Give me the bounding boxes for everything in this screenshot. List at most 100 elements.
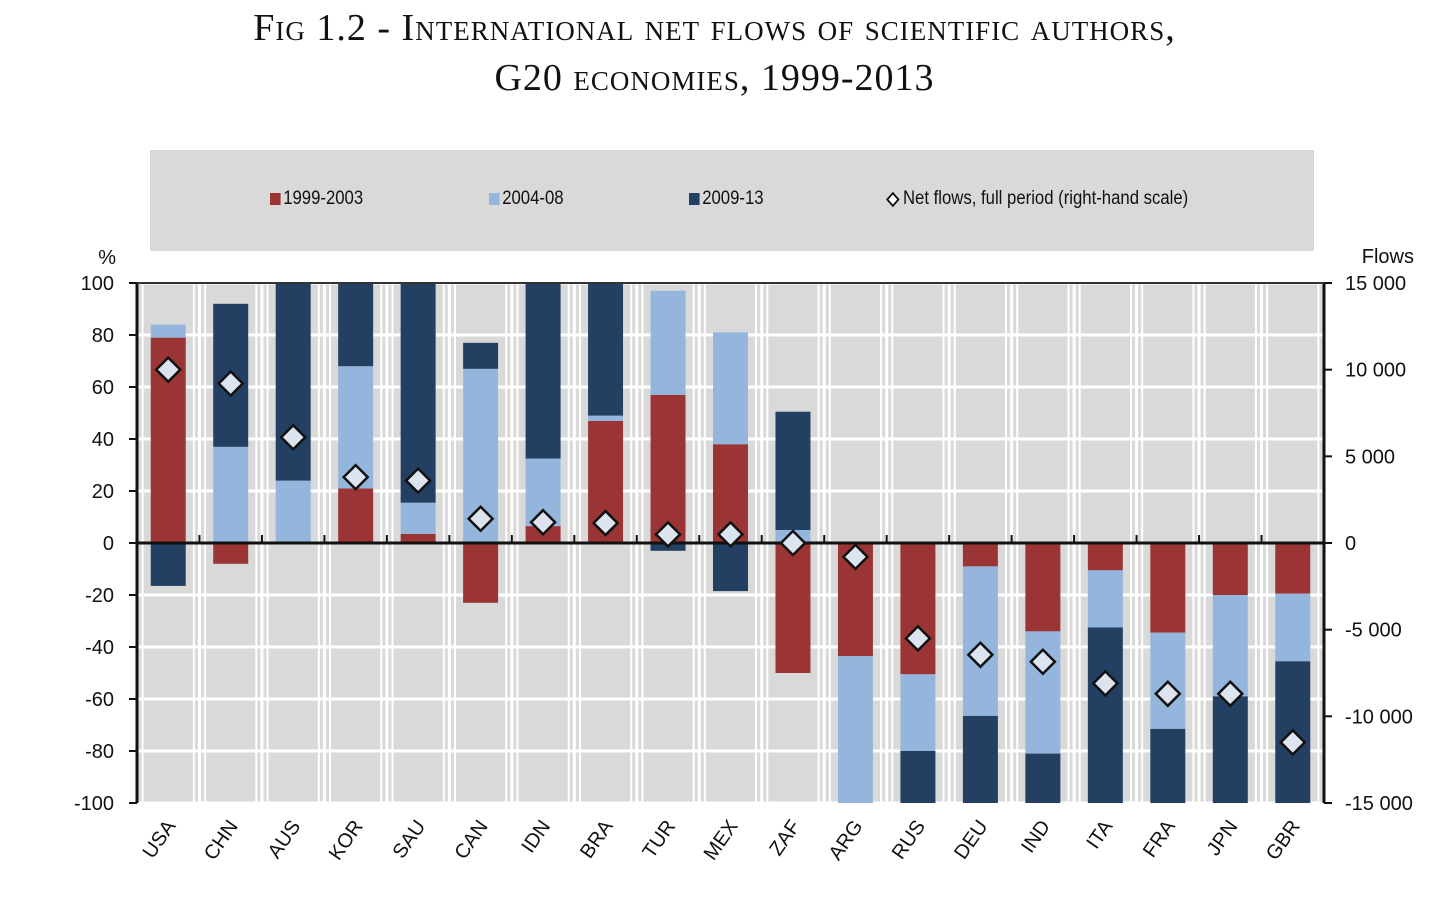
y2-tick-label: -10 000 bbox=[1345, 706, 1413, 728]
net-flow-marker-ind bbox=[1029, 647, 1057, 676]
x-tick-label-bra: BRA bbox=[576, 816, 618, 863]
bar-jpn-1999-2003 bbox=[1212, 543, 1248, 595]
legend-label: 2004-08 bbox=[502, 188, 564, 209]
net-flow-marker-arg bbox=[841, 543, 870, 571]
net-flow-marker-chn bbox=[216, 369, 245, 398]
x-tick-label-aus: AUS bbox=[264, 816, 306, 862]
chart-title: Fig 1.2 - International net flows of sci… bbox=[253, 7, 1176, 49]
legend-swatch-navy bbox=[689, 193, 700, 205]
net-flow-marker-fra bbox=[1154, 680, 1182, 708]
bar-rus-1999-2003 bbox=[900, 543, 936, 675]
bar-tur-1999-2003 bbox=[650, 394, 686, 543]
bar-chn-1999-2003 bbox=[213, 543, 249, 564]
net-flow-marker-mex bbox=[716, 520, 745, 549]
y-tick-label: -20 bbox=[85, 585, 114, 607]
bar-kor-1999-2003 bbox=[338, 488, 374, 543]
x-tick-label-deu: DEU bbox=[950, 816, 992, 863]
legend-item-2009-13: 2009-13 bbox=[689, 188, 764, 210]
y-tick-label: -60 bbox=[85, 689, 114, 711]
bar-kor-2009-13 bbox=[338, 283, 374, 367]
bar-sau-1999-2003 bbox=[400, 533, 436, 543]
legend: 1999-2003 2004-08 2009-13 Net flows, ful… bbox=[150, 150, 1314, 251]
x-tick-label-tur: TUR bbox=[639, 816, 681, 862]
x-tick-label-gbr: GBR bbox=[1262, 816, 1305, 864]
x-tick-label-idn: IDN bbox=[517, 816, 555, 857]
net-flow-marker-rus bbox=[904, 624, 932, 653]
bar-gbr-1999-2003 bbox=[1275, 543, 1311, 594]
y2-tick-label: -15 000 bbox=[1345, 793, 1413, 815]
bar-ind-2009-13 bbox=[1025, 753, 1061, 803]
y2-tick-label: 5 000 bbox=[1345, 446, 1395, 468]
bar-zaf-1999-2003 bbox=[775, 543, 811, 673]
bar-ita-2004-08 bbox=[1087, 570, 1123, 628]
x-tick-label-ita: ITA bbox=[1082, 816, 1117, 853]
net-flow-marker-can bbox=[466, 504, 495, 533]
x-tick-label-jpn: JPN bbox=[1203, 816, 1243, 860]
y2-tick-label: 10 000 bbox=[1345, 360, 1406, 382]
bar-bra-2004-08 bbox=[588, 415, 624, 421]
bar-can-2009-13 bbox=[463, 342, 499, 369]
y-tick-label: 40 bbox=[92, 429, 114, 451]
y2-tick-label: -5 000 bbox=[1345, 620, 1402, 642]
bar-usa-2009-13 bbox=[150, 543, 186, 586]
bar-ind-1999-2003 bbox=[1025, 543, 1061, 632]
x-tick-label-sau: SAU bbox=[389, 816, 431, 862]
y2-axis-label: Flows bbox=[1362, 246, 1414, 268]
y2-tick-label: 15 000 bbox=[1345, 273, 1406, 295]
x-tick-label-mex: MEX bbox=[700, 816, 743, 864]
net-flow-marker-usa bbox=[154, 355, 183, 384]
bar-aus-2004-08 bbox=[275, 480, 311, 543]
bar-zaf-2009-13 bbox=[775, 411, 811, 530]
y-tick-label: -80 bbox=[85, 741, 114, 763]
y-tick-label: 60 bbox=[92, 377, 114, 399]
bar-sau-2004-08 bbox=[400, 502, 436, 534]
legend-label: 1999-2003 bbox=[283, 188, 364, 209]
net-flow-marker-kor bbox=[341, 463, 370, 491]
x-tick-label-kor: KOR bbox=[325, 816, 368, 864]
bar-mex-2004-08 bbox=[713, 332, 748, 445]
x-tick-label-can: CAN bbox=[450, 816, 492, 863]
bar-rus-2009-13 bbox=[900, 751, 936, 803]
legend-label: Net flows, full period (right-hand scale… bbox=[902, 188, 1189, 209]
bar-mex-2009-13 bbox=[713, 543, 748, 592]
y-tick-label: 100 bbox=[81, 273, 114, 295]
bar-bra-2009-13 bbox=[588, 283, 624, 416]
net-flow-marker-jpn bbox=[1216, 680, 1245, 708]
y-axis-label: % bbox=[98, 247, 116, 269]
bar-fra-2009-13 bbox=[1150, 728, 1186, 803]
bar-gbr-2004-08 bbox=[1275, 593, 1311, 662]
legend-item-1999-2003: 1999-2003 bbox=[270, 188, 363, 210]
y2-tick-label: 0 bbox=[1345, 533, 1356, 555]
legend-item-net-flows: Net flows, full period (right-hand scale… bbox=[885, 188, 1189, 210]
x-tick-label-rus: RUS bbox=[888, 816, 930, 863]
y-tick-label: -40 bbox=[85, 637, 114, 659]
net-flow-marker-sau bbox=[404, 466, 432, 495]
bar-ita-2009-13 bbox=[1087, 627, 1123, 803]
bar-can-1999-2003 bbox=[463, 543, 499, 603]
net-flow-marker-gbr bbox=[1278, 728, 1307, 757]
y-tick-label: 0 bbox=[103, 533, 114, 555]
bar-jpn-2004-08 bbox=[1212, 595, 1248, 697]
legend-label: 2009-13 bbox=[702, 188, 764, 209]
x-tick-label-arg: ARG bbox=[825, 816, 868, 864]
bar-tur-2004-08 bbox=[650, 290, 686, 395]
net-flow-marker-deu bbox=[966, 641, 995, 669]
bar-sau-2009-13 bbox=[400, 283, 436, 503]
net-flow-marker-bra bbox=[591, 509, 620, 537]
bar-deu-2009-13 bbox=[962, 715, 998, 803]
bar-idn-2009-13 bbox=[525, 283, 561, 459]
net-flow-marker-tur bbox=[654, 520, 682, 549]
legend-swatch-light-blue bbox=[489, 193, 500, 205]
bar-rus-2004-08 bbox=[900, 674, 936, 751]
net-flow-marker-zaf bbox=[779, 529, 807, 557]
y-tick-label: -100 bbox=[74, 793, 114, 815]
y-tick-label: 80 bbox=[92, 325, 114, 347]
net-flow-marker-ita bbox=[1091, 669, 1120, 698]
x-tick-label-fra: FRA bbox=[1139, 816, 1180, 862]
legend-swatch-red bbox=[270, 193, 281, 205]
bar-chn-2004-08 bbox=[213, 446, 249, 543]
bar-jpn-2009-13 bbox=[1212, 696, 1248, 803]
legend-item-2004-08: 2004-08 bbox=[489, 188, 564, 210]
x-tick-label-ind: IND bbox=[1017, 816, 1055, 857]
